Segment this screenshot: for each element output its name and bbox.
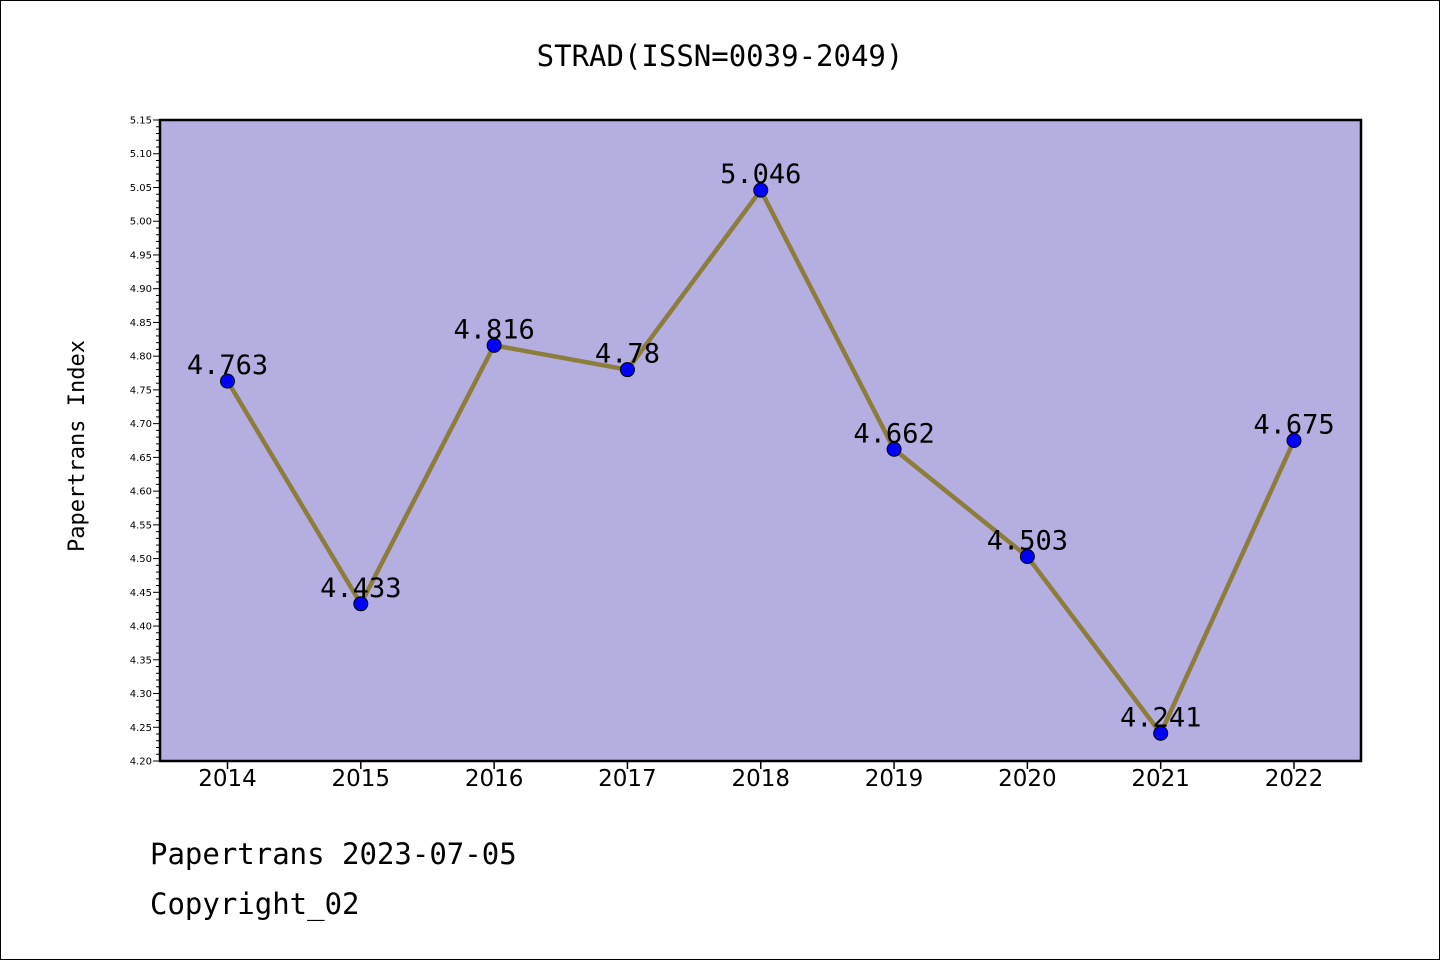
- footer-copyright-text: Copyright_02: [150, 887, 360, 922]
- series-points-group: [220, 182, 1302, 741]
- data-labels-group: 4.763 4.433 4.816 4.78 5.046 4.662 4.503 4.241 4…: [187, 159, 1335, 733]
- x-tick-label: 2020: [998, 766, 1057, 792]
- data-label: 4.433: [320, 573, 401, 604]
- data-point: [1286, 433, 1302, 448]
- data-label: 4.78: [595, 339, 660, 370]
- y-tick-label: 4.35: [130, 655, 152, 666]
- data-label: 5.046: [720, 159, 801, 190]
- y-tick-label: 4.40: [130, 622, 152, 633]
- y-axis-label: Papertrans Index: [65, 340, 90, 552]
- y-tick-label: 4.95: [130, 250, 152, 261]
- data-label: 4.503: [987, 526, 1068, 557]
- plot-area: [160, 120, 1361, 761]
- data-label: 4.816: [453, 314, 534, 345]
- x-tick-label: 2019: [865, 766, 924, 792]
- y-tick-label: 4.65: [130, 453, 152, 464]
- y-tick-label: 4.45: [130, 588, 152, 599]
- data-point: [353, 596, 369, 612]
- chart-title: STRAD(ISSN=0039-2049): [537, 39, 904, 73]
- data-point: [1019, 549, 1035, 565]
- plot-border: [158, 118, 1363, 763]
- y-tick-label: 4.75: [130, 385, 152, 396]
- y-tick-label: 4.60: [130, 487, 152, 498]
- y-tick-label: 4.25: [130, 723, 152, 734]
- y-tick-label: 4.85: [130, 318, 152, 329]
- y-tick-label: 5.10: [130, 149, 152, 160]
- y-tick-label: 4.70: [130, 419, 152, 430]
- data-label: 4.675: [1253, 410, 1334, 441]
- y-tick-label: 5.05: [130, 183, 152, 194]
- footer-date-text: Papertrans 2023-07-05: [150, 837, 517, 871]
- x-axis-ticks: 2014 2015 2016 2017 2018 2019 2020 2021 2022: [198, 761, 1323, 792]
- data-label: 4.241: [1120, 702, 1201, 733]
- y-tick-label: 5.00: [130, 217, 152, 228]
- y-tick-label: 5.15: [130, 116, 152, 127]
- x-tick-label: 2016: [465, 766, 524, 792]
- x-tick-label: 2021: [1131, 766, 1190, 792]
- data-point: [753, 182, 769, 198]
- data-point: [886, 441, 902, 457]
- y-tick-label: 4.50: [130, 554, 152, 565]
- x-tick-label: 2022: [1265, 766, 1324, 792]
- x-tick-label: 2014: [198, 766, 257, 792]
- data-point: [619, 362, 635, 378]
- x-tick-label: 2015: [332, 766, 391, 792]
- data-label: 4.763: [187, 350, 268, 381]
- y-tick-label: 4.80: [130, 352, 152, 363]
- x-tick-label: 2018: [731, 766, 790, 792]
- data-label: 4.662: [853, 418, 934, 449]
- y-tick-label: 4.90: [130, 284, 152, 295]
- y-tick-label: 4.30: [130, 689, 152, 700]
- data-point: [1153, 725, 1169, 741]
- y-tick-label: 4.55: [130, 520, 152, 531]
- y-tick-label: 4.20: [130, 757, 152, 768]
- x-tick-label: 2017: [598, 766, 657, 792]
- y-axis-ticks: 4.20 4.25 4.30 4.35 4.40 4.45 4.50 4.55 4.60 4.65…: [130, 116, 160, 768]
- data-point: [486, 337, 502, 353]
- data-point: [220, 373, 235, 389]
